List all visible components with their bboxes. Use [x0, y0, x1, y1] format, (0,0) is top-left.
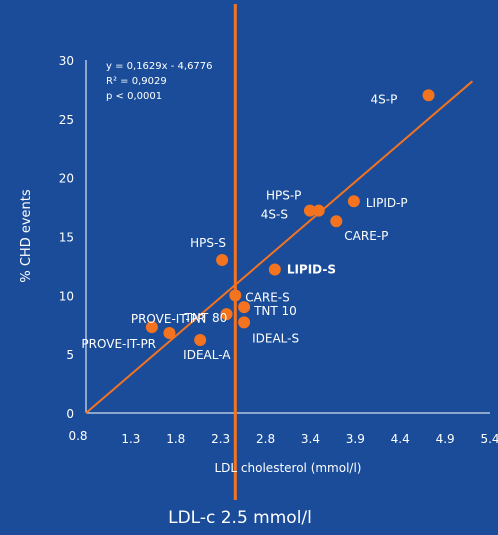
data-label: LIPID-P: [366, 196, 408, 210]
data-label: HPS-S: [190, 236, 226, 250]
data-point: [216, 254, 229, 267]
data-label: CARE-S: [245, 290, 289, 304]
data-point: [194, 334, 207, 347]
data-point: [163, 326, 176, 339]
lines: [85, 4, 474, 500]
data-label: LIPID-S: [287, 262, 336, 276]
data-point: [229, 289, 242, 302]
data-label: 4S-P: [371, 92, 398, 106]
data-points: [145, 89, 435, 347]
x-tick-label: 1.8: [166, 432, 185, 446]
data-point: [330, 215, 343, 228]
data-label: IDEAL-A: [183, 348, 231, 362]
data-label: 4S-S: [261, 208, 288, 222]
data-point: [238, 301, 251, 314]
y-tick-label: 25: [59, 113, 74, 127]
data-point: [145, 321, 158, 334]
regression-line: [85, 80, 474, 414]
data-point: [347, 195, 360, 208]
x-tick-label: 1.3: [121, 432, 140, 446]
x-tick-label: 3.4: [301, 432, 320, 446]
data-point: [303, 204, 316, 217]
data-point: [268, 263, 281, 276]
data-label: IDEAL-S: [252, 331, 299, 345]
axes: [85, 60, 490, 414]
x-tick-label: 3.9: [346, 432, 365, 446]
regression-r2: R² = 0,9029: [106, 76, 167, 87]
y-axis-label: % CHD events: [19, 189, 34, 283]
data-point: [312, 204, 325, 217]
data-label: TNT 10: [253, 304, 297, 318]
x-axis-label: LDL cholesterol (mmol/l): [215, 461, 362, 475]
data-label: PROVE-IT-PR: [131, 312, 206, 326]
x-tick-label: 4.4: [391, 432, 410, 446]
x-tick-label: 2.8: [256, 432, 275, 446]
regression-annotation: y = 0,1629x - 4,6776 R² = 0,9029 p < 0,0…: [106, 61, 213, 102]
data-label: PROVE-IT-PR: [81, 337, 156, 351]
tick-labels: 0 5 10 15 20 25 30 0.8 1.3 1.8 2.3 2.8 3.4 3.9 4.4 4.9 5…: [59, 54, 498, 446]
y-tick-label: 30: [59, 54, 74, 68]
data-label: HPS-P: [266, 189, 301, 203]
x-tick-label: 2.3: [211, 432, 230, 446]
reference-line-label: LDL-c 2.5 mmol/l: [168, 508, 312, 528]
y-tick-label: 5: [66, 348, 74, 362]
y-tick-label: 15: [59, 231, 74, 245]
y-tick-label: 20: [59, 172, 74, 186]
x-tick-label: 0.8: [68, 429, 87, 443]
x-tick-label: 5.4: [480, 432, 498, 446]
regression-p: p < 0,0001: [106, 91, 162, 102]
regression-equation: y = 0,1629x - 4,6776: [106, 61, 213, 72]
data-point: [422, 89, 435, 102]
data-label: CARE-P: [344, 229, 388, 243]
x-tick-label: 4.9: [436, 432, 455, 446]
data-label: TNT 80: [184, 311, 228, 325]
data-point: [220, 308, 233, 321]
y-tick-label: 0: [66, 407, 74, 421]
data-point: [238, 316, 251, 329]
y-tick-label: 10: [59, 289, 74, 303]
point-labels: 4S-P HPS-P 4S-S LIPID-P CARE-P HPS-S LIPID-S CA…: [81, 92, 407, 362]
